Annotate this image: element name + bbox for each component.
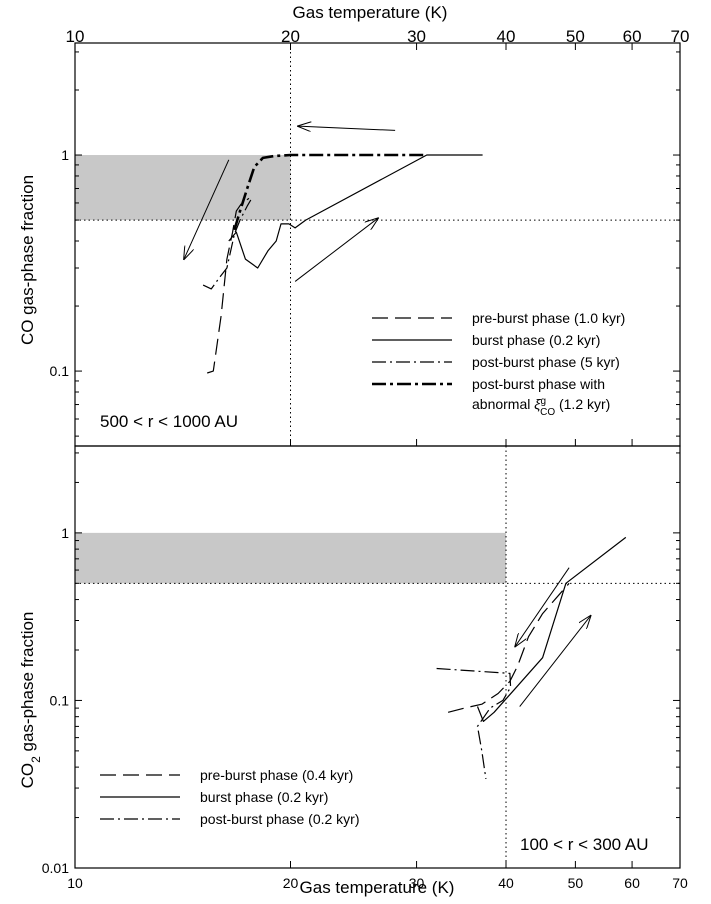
co-y-axis-title: CO gas-phase fraction (18, 175, 37, 345)
top-x-tick-label: 10 (66, 27, 85, 46)
top-x-tick-label: 60 (623, 27, 642, 46)
x-tick-label: 60 (624, 875, 640, 891)
y-tick-label: 1 (61, 525, 69, 541)
y-tick-label: 0.1 (50, 692, 70, 708)
x-tick-label: 50 (568, 875, 584, 891)
x-tick-label: 30 (409, 875, 425, 891)
series-line (476, 536, 627, 723)
direction-arrow (294, 218, 378, 282)
legend-label: burst phase (0.2 kyr) (200, 789, 328, 805)
shaded-region (75, 532, 507, 584)
plot-frame (74, 445, 681, 869)
top-x-tick-label: 50 (566, 27, 585, 46)
series-line (202, 199, 252, 290)
series-line (228, 154, 483, 269)
x-tick-label: 10 (67, 875, 83, 891)
legend-label: pre-burst phase (1.0 kyr) (472, 310, 625, 326)
legend-label: post-burst phase (0.2 kyr) (200, 811, 360, 827)
top-x-tick-label: 20 (281, 27, 300, 46)
shaded-region (75, 155, 291, 221)
x-tick-label: 40 (498, 875, 514, 891)
direction-arrow (298, 126, 396, 130)
legend-label-line2: abnormal ξg CO (1.2 kyr) (472, 396, 610, 418)
y-tick-label: 0.1 (50, 363, 70, 379)
top-x-tick-label: 30 (407, 27, 426, 46)
series-line (436, 667, 512, 779)
top-x-axis-title: Gas temperature (K) (293, 3, 448, 22)
direction-arrow (184, 159, 230, 259)
direction-arrow (519, 616, 591, 707)
co2-panel: 10 20 30 40 50 60 70 0.01 0.1 1 pre-burst phase (0… (42, 445, 688, 891)
direction-arrow (515, 567, 570, 647)
legend-label: post-burst phase with (472, 376, 605, 392)
legend-label: pre-burst phase (0.4 kyr) (200, 767, 353, 783)
co-panel: 10 20 30 40 50 60 70 0.1 1 pre-burst phase (1.0 k… (50, 27, 690, 447)
series-line (447, 582, 570, 713)
top-x-tick-label: 70 (671, 27, 690, 46)
y-tick-label: 0.01 (42, 860, 69, 876)
top-x-tick-label: 40 (497, 27, 516, 46)
y-tick-label: 1 (61, 147, 69, 163)
legend-label: burst phase (0.2 kyr) (472, 332, 600, 348)
x-tick-label: 20 (283, 875, 299, 891)
series-line (207, 197, 250, 374)
bottom-x-axis-title: Gas temperature (K) (300, 878, 455, 897)
panel-label: 100 < r < 300 AU (520, 835, 649, 854)
panel-label: 500 < r < 1000 AU (100, 412, 238, 431)
co2-y-axis-title: CO2 gas-phase fraction (18, 612, 43, 789)
x-tick-label: 70 (672, 875, 688, 891)
series-line (233, 153, 427, 231)
legend-label: post-burst phase (5 kyr) (472, 354, 620, 370)
